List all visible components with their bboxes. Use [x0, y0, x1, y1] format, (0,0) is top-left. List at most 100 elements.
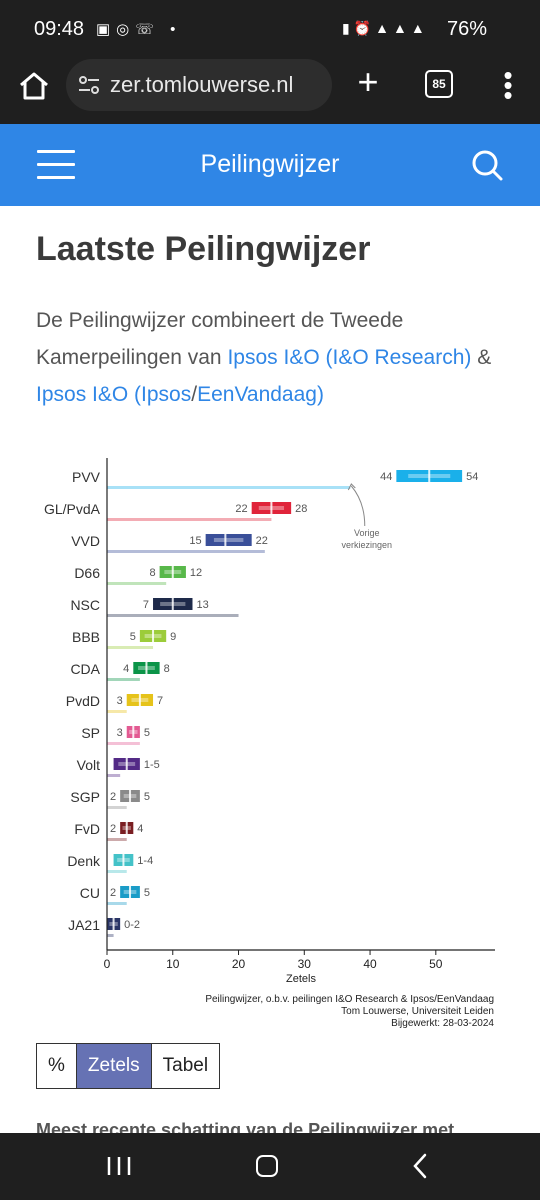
range-high-label: 12: [190, 567, 202, 579]
range-high-label: 13: [196, 599, 208, 611]
range-high-label: 9: [170, 631, 176, 643]
new-tab-icon[interactable]: +: [357, 61, 379, 102]
x-tick-label: 20: [232, 957, 246, 971]
party-label: SP: [81, 725, 100, 741]
range-low-label: 8: [149, 567, 155, 579]
range-low-label: 7: [143, 599, 149, 611]
site-settings-icon[interactable]: [76, 72, 102, 98]
menu-icon[interactable]: [37, 150, 75, 180]
previous-election-bar: [107, 806, 127, 809]
party-label: PVV: [72, 469, 101, 485]
previous-election-bar: [107, 838, 127, 841]
annotation-line2: verkiezingen: [341, 540, 392, 550]
estimate-marker: [129, 790, 132, 802]
more-menu-icon[interactable]: • • •: [503, 60, 513, 110]
estimate-marker: [129, 886, 132, 898]
home-nav-icon[interactable]: [256, 1155, 278, 1177]
recent-apps-icon[interactable]: [106, 1155, 132, 1177]
home-icon[interactable]: [16, 68, 52, 104]
toggle-seats[interactable]: Zetels: [76, 1044, 152, 1088]
previous-election-bar: [107, 486, 351, 489]
estimate-marker: [152, 630, 155, 642]
range-low-label: 2: [110, 791, 116, 803]
previous-election-bar: [107, 582, 167, 585]
range-low-label: 5: [130, 631, 136, 643]
party-label: SGP: [70, 789, 100, 805]
party-label: Denk: [67, 853, 101, 869]
source-note-line: Peilingwijzer, o.b.v. peilingen I&O Rese…: [205, 994, 494, 1005]
range-high-label: 7: [157, 695, 163, 707]
previous-election-bar: [107, 678, 140, 681]
url-text[interactable]: zer.tomlouwerse.nl: [110, 72, 294, 97]
estimate-marker: [171, 598, 174, 610]
system-nav-bar: [0, 1133, 540, 1200]
party-label: JA21: [68, 917, 100, 933]
toggle-percent[interactable]: %: [37, 1044, 77, 1088]
tab-count-button[interactable]: 85: [425, 70, 453, 98]
estimate-marker: [112, 918, 115, 930]
browser-toolbar: zer.tomlouwerse.nl + 85 • • •: [0, 58, 540, 124]
intro-prefix: De Peilingwijzer combineert de Tweede Ka…: [36, 309, 404, 369]
x-tick-label: 30: [298, 957, 312, 971]
previous-election-bar: [107, 934, 114, 937]
annotation-arrow: [350, 485, 366, 527]
x-tick-label: 0: [104, 957, 111, 971]
range-high-label: 5: [144, 791, 150, 803]
x-tick-label: 10: [166, 957, 180, 971]
previous-election-bar: [107, 518, 272, 521]
previous-election-bar: [107, 614, 239, 617]
range-high-label: 4: [137, 823, 143, 835]
source-note-line: Tom Louwerse, Universiteit Leiden: [341, 1006, 494, 1017]
annotation-arrowhead: [347, 483, 356, 491]
estimate-marker: [132, 726, 135, 738]
estimate-marker: [224, 534, 227, 546]
range-high-label: 1-5: [144, 759, 160, 771]
intro-amp: &: [471, 346, 492, 369]
estimate-marker: [138, 694, 141, 706]
party-label: CDA: [70, 661, 100, 677]
range-low-label: 4: [123, 663, 129, 675]
party-label: Volt: [77, 757, 100, 773]
party-label: CU: [80, 885, 100, 901]
range-low-label: 2: [110, 823, 116, 835]
range-high-label: 22: [256, 535, 268, 547]
range-bar-inner: [213, 538, 244, 542]
range-low-label: 3: [117, 727, 123, 739]
address-bar[interactable]: zer.tomlouwerse.nl: [66, 59, 332, 111]
status-time: 09:48: [34, 18, 85, 40]
link-ipsos[interactable]: Ipsos I&O (Ipsos: [36, 383, 192, 406]
view-toggle: % Zetels Tabel: [36, 1043, 221, 1089]
link-io-research[interactable]: Ipsos I&O (I&O Research): [227, 346, 472, 369]
x-tick-label: 50: [429, 957, 443, 971]
previous-election-bar: [107, 710, 127, 713]
range-low-label: 44: [380, 471, 392, 483]
link-eenvandaag[interactable]: EenVandaag: [197, 383, 317, 406]
range-high-label: 0-2: [124, 919, 140, 931]
back-icon[interactable]: [410, 1153, 430, 1179]
range-high-label: 1-4: [137, 855, 153, 867]
previous-election-bar: [107, 774, 121, 777]
previous-election-bar: [107, 646, 154, 649]
party-label: D66: [74, 565, 100, 581]
range-high-label: 5: [144, 727, 150, 739]
toggle-table[interactable]: Tabel: [162, 1055, 209, 1076]
estimate-marker: [171, 566, 174, 578]
estimate-marker: [270, 502, 273, 514]
range-high-label: 54: [466, 471, 478, 483]
party-label: VVD: [71, 533, 100, 549]
site-title[interactable]: Peilingwijzer: [200, 150, 340, 178]
previous-election-bar: [107, 742, 140, 745]
range-low-label: 2: [110, 887, 116, 899]
range-high-label: 8: [164, 663, 170, 675]
party-label: PvdD: [66, 693, 100, 709]
estimate-marker: [125, 822, 128, 834]
source-note-line: Bijgewerkt: 28-03-2024: [391, 1018, 494, 1029]
previous-election-bar: [107, 550, 265, 553]
system-icons: ▮⏰▲▲▲: [342, 20, 429, 36]
range-high-label: 28: [295, 503, 307, 515]
previous-election-bar: [107, 870, 127, 873]
notification-icons: ▣◎☏ •: [96, 21, 182, 38]
search-icon[interactable]: [470, 148, 504, 182]
site-header: Peilingwijzer: [0, 124, 540, 206]
